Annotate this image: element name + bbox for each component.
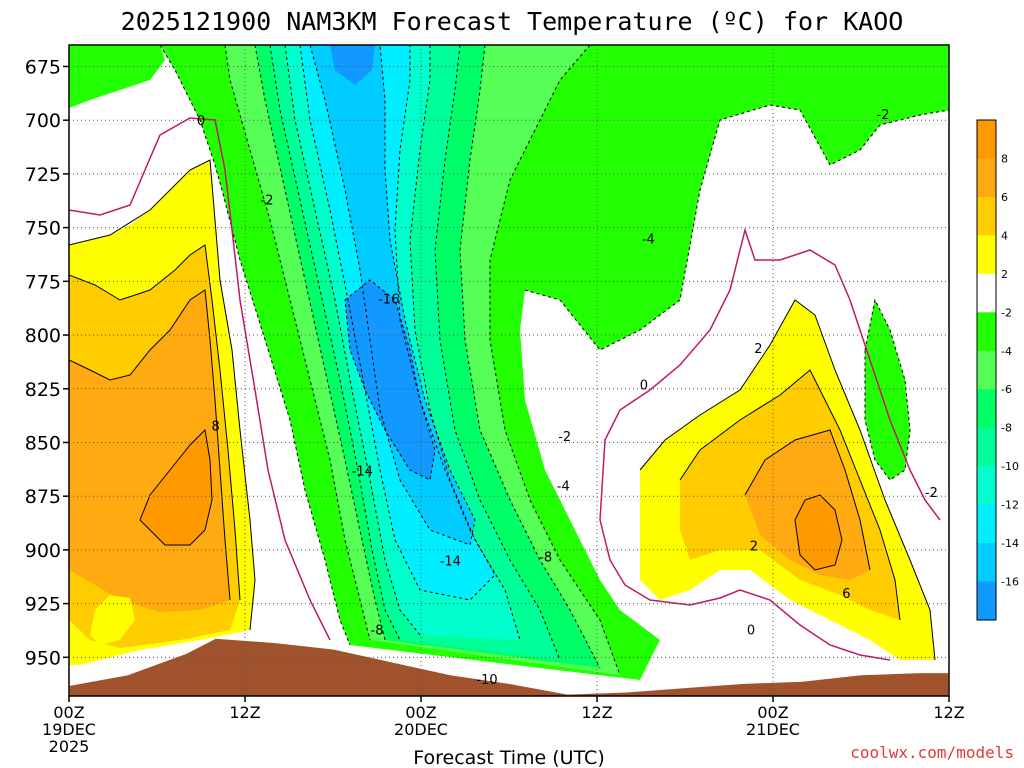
contour-label: -4	[557, 479, 570, 494]
x-tick-label: 20DEC	[394, 720, 448, 739]
contour-label: 0	[747, 623, 755, 638]
region-above-8-right	[795, 495, 842, 570]
x-tick-label: 00Z	[53, 703, 84, 722]
contour-label: 0	[197, 114, 205, 129]
colorbar-label: 8	[1001, 152, 1008, 165]
x-tick-label: 19DEC	[42, 720, 96, 739]
region-2-to-4-left-lower	[90, 595, 135, 645]
x-tick-label: 00Z	[405, 703, 436, 722]
colorbar-label: 6	[1001, 191, 1008, 204]
colorbar-label: 2	[1001, 268, 1008, 281]
colorbar: 8 6 4 2 -2 -4 -6 -8 -10 -12 -14 -16	[976, 119, 1019, 621]
y-tick-label: 950	[25, 647, 61, 669]
colorbar-label: -12	[1001, 499, 1019, 512]
colorbar-label: -2	[1001, 306, 1012, 319]
contour-label: -14	[352, 464, 373, 479]
colorbar-label: -10	[1001, 460, 1019, 473]
colorbar-band	[977, 427, 996, 467]
plot-frame	[68, 44, 950, 697]
y-tick-label: 700	[25, 110, 61, 132]
contour-label: -2	[261, 194, 274, 209]
colorbar-band	[977, 120, 996, 159]
contour-label: 2	[754, 342, 762, 357]
contour-labels: 0 -2 -16 8 -14 -14 -8 -8 -10 -2 -4 -4 0 2 2 0 6 -2 -2	[197, 108, 938, 688]
y-tick-label: 900	[25, 540, 61, 562]
terrain-fill	[69, 637, 949, 696]
contour-label: -2	[925, 486, 938, 501]
colorbar-frame	[976, 119, 997, 621]
contour-label: -4	[642, 232, 655, 247]
y-tick-label: 825	[25, 379, 61, 401]
region-below-minus16	[330, 45, 435, 480]
region-minus2-to-minus4-right	[865, 300, 910, 480]
credit-link[interactable]: coolwx.com/models	[850, 743, 1014, 762]
contour-label: 8	[212, 419, 220, 434]
y-tick-label: 925	[25, 594, 61, 616]
x-tick-label: 00Z	[757, 703, 788, 722]
colorbar-label: -4	[1001, 345, 1012, 358]
colorbar-band	[977, 312, 996, 352]
colorbar-label: -8	[1001, 422, 1012, 435]
contour-label: -16	[378, 293, 399, 308]
contour-label: -2	[877, 108, 890, 123]
contour-label: -14	[440, 555, 461, 570]
contour-label: 0	[640, 378, 648, 393]
y-axis: 675 700 725 750 775 800 825 850 875 900 925 950	[25, 56, 69, 669]
colorbar-label: -6	[1001, 383, 1012, 396]
region-above-8-left	[140, 430, 212, 545]
x-tick-label: 12Z	[581, 703, 612, 722]
plot-area	[69, 45, 949, 696]
colorbar-band	[977, 504, 996, 544]
colorbar-band	[977, 543, 996, 583]
x-tick-label: 12Z	[229, 703, 260, 722]
colorbar-band	[977, 389, 996, 429]
contour-label: -2	[558, 430, 571, 445]
colorbar-label: -16	[1001, 576, 1019, 589]
colorbar-band	[977, 196, 996, 236]
region-minus14-to-minus16	[310, 45, 475, 545]
solid-contours	[69, 159, 936, 661]
grid-lines	[69, 45, 949, 696]
colorbar-band	[977, 581, 996, 621]
x-tick-label: 21DEC	[746, 720, 800, 739]
chart-title: 2025121900 NAM3KM Forecast Temperature (…	[121, 7, 904, 36]
y-tick-label: 675	[25, 56, 61, 78]
y-tick-label: 800	[25, 325, 61, 347]
contour-label: 6	[842, 587, 850, 602]
x-tick-label: 12Z	[933, 703, 964, 722]
zero-contours	[69, 117, 941, 661]
colorbar-band	[977, 273, 996, 313]
y-tick-label: 725	[25, 164, 61, 186]
y-tick-label: 850	[25, 432, 61, 454]
y-tick-label: 750	[25, 218, 61, 240]
y-tick-label: 775	[25, 271, 61, 293]
contour-label: -8	[371, 623, 384, 638]
contour-label: 2	[750, 540, 758, 555]
contour-label: -10	[476, 673, 497, 688]
x-axis-label: Forecast Time (UTC)	[413, 747, 604, 768]
colorbar-band	[977, 466, 996, 506]
dashed-contours	[159, 45, 949, 676]
colorbar-band	[977, 350, 996, 390]
contour-label: -8	[539, 550, 552, 565]
colorbar-band	[977, 235, 996, 275]
colorbar-label: -14	[1001, 537, 1019, 550]
y-tick-label: 875	[25, 486, 61, 508]
colorbar-label: 4	[1001, 229, 1008, 242]
colorbar-band	[977, 158, 996, 198]
x-tick-label: 2025	[49, 737, 90, 756]
